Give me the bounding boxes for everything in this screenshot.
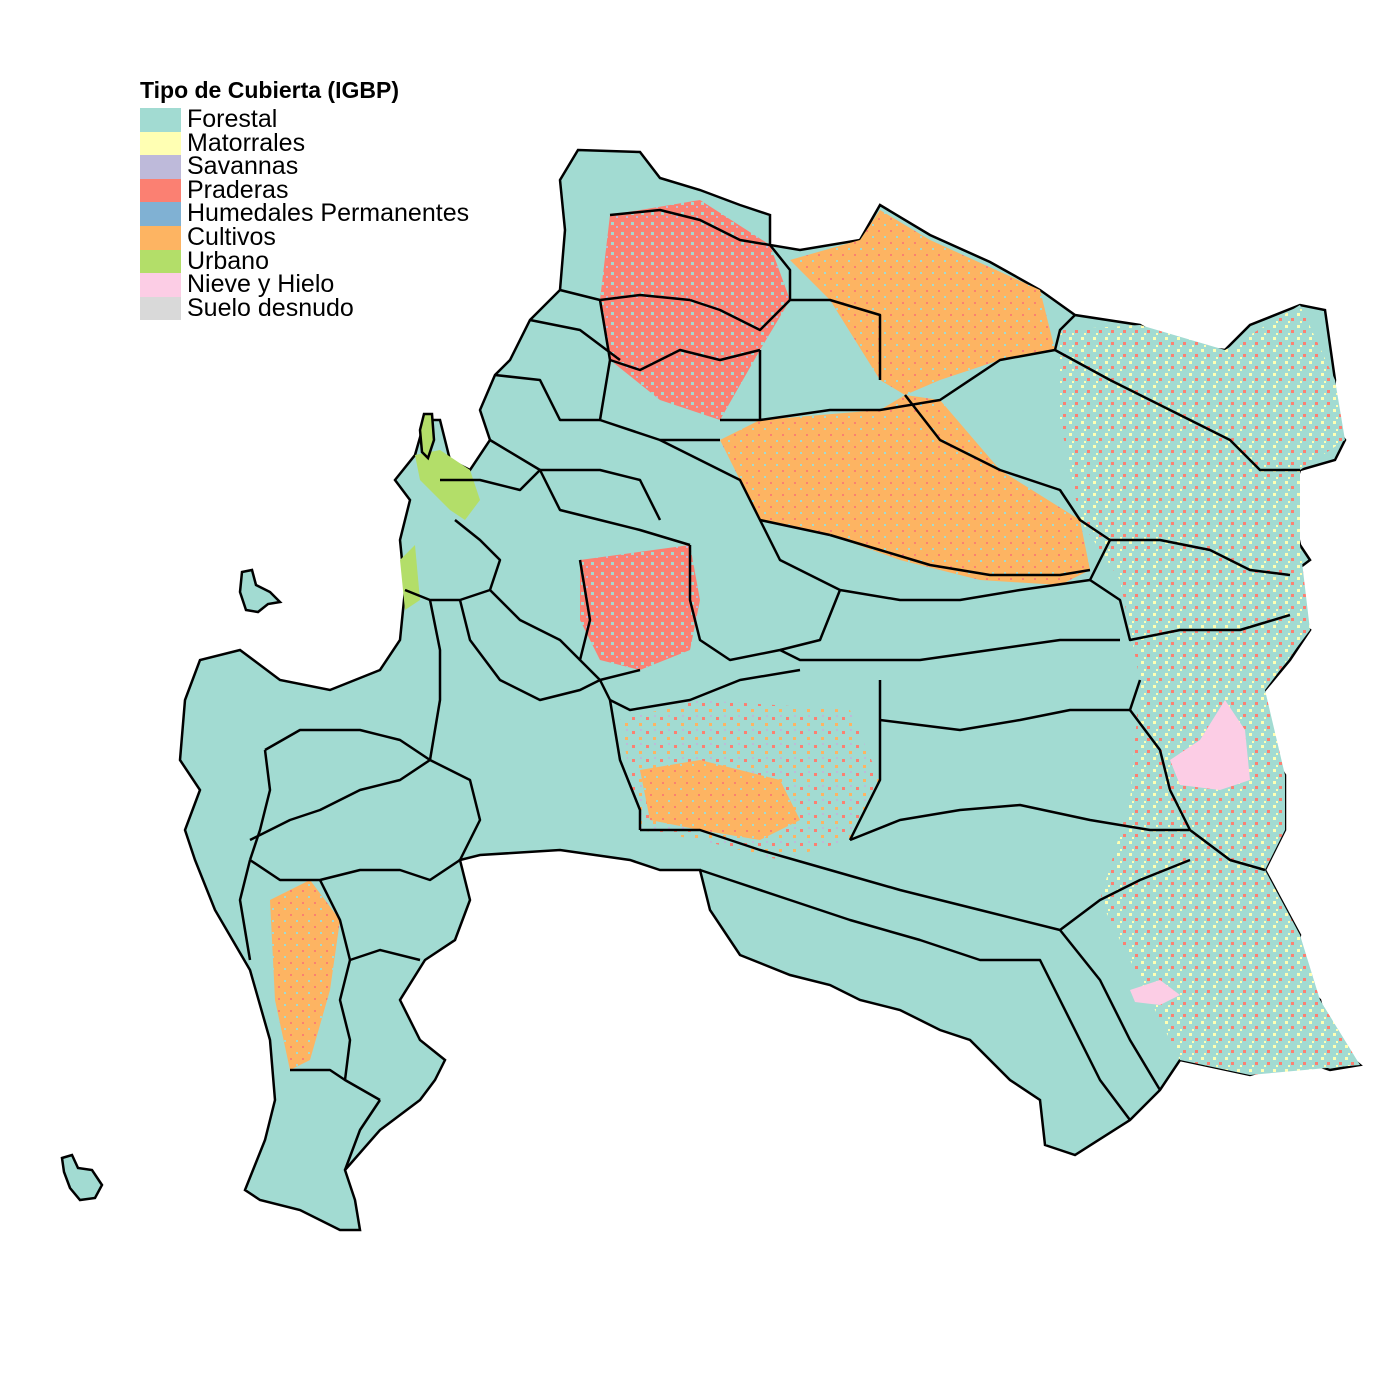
legend-swatch	[140, 202, 181, 226]
legend-swatch	[140, 178, 181, 203]
legend-item: Matorrales	[140, 128, 469, 157]
legend-item: Nieve y Hielo	[140, 270, 469, 299]
legend-title: Tipo de Cubierta (IGBP)	[140, 77, 399, 103]
patch-cultivos-north	[790, 210, 1055, 395]
legend-swatch	[140, 108, 181, 132]
legend-items: Forestal Matorrales Savannas Praderas Humeda…	[140, 105, 470, 322]
legend: Tipo de Cubierta (IGBP) Forestal Matorral…	[140, 76, 470, 322]
island-santa-maria	[238, 568, 283, 614]
island-mocha	[60, 1153, 104, 1202]
legend-swatch	[140, 131, 181, 156]
patch-urbano-coast	[415, 450, 480, 520]
patch-snow-south	[1130, 980, 1180, 1005]
patch-praderas-center	[580, 545, 700, 670]
legend-label: Forestal	[187, 105, 278, 133]
legend-label: Savannas	[187, 152, 299, 181]
legend-item: Praderas	[140, 175, 469, 204]
commune-boundaries	[238, 208, 1300, 1171]
legend-label: Nieve y Hielo	[187, 270, 335, 299]
legend-label: Matorrales	[187, 128, 306, 157]
legend-swatch	[140, 296, 181, 321]
legend-swatch	[140, 273, 181, 297]
legend-label: Suelo desnudo	[187, 293, 354, 322]
legend-item: Cultivos	[140, 222, 469, 251]
legend-label: Urbano	[187, 246, 269, 275]
legend-label: Cultivos	[187, 222, 276, 251]
patch-cultivos-coast	[270, 880, 340, 1070]
legend-label: Praderas	[187, 175, 289, 204]
legend-item: Suelo desnudo	[140, 293, 469, 322]
legend-item: Forestal	[140, 105, 469, 133]
legend-swatch	[140, 225, 181, 250]
patch-cultivos-south	[640, 760, 800, 840]
patch-cultivos-center	[720, 395, 1090, 585]
legend-swatch	[140, 155, 181, 179]
legend-label: Humedales Permanentes	[187, 199, 470, 228]
legend-item: Savannas	[140, 152, 469, 181]
legend-swatch	[140, 249, 181, 274]
patch-snow	[1170, 700, 1250, 790]
legend-item: Humedales Permanentes	[140, 199, 470, 228]
legend-item: Urbano	[140, 246, 469, 275]
island-quiriquina	[418, 412, 436, 461]
